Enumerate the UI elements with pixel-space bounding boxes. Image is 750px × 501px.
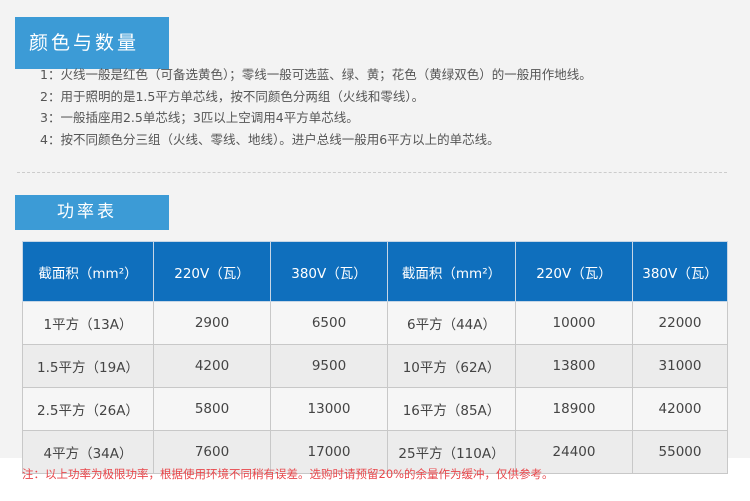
cell: 5800 — [153, 387, 271, 431]
cell: 31000 — [632, 344, 728, 388]
cell: 10平方（62A） — [387, 344, 516, 388]
cell: 2900 — [153, 301, 271, 345]
header-cell: 380V（瓦） — [270, 241, 388, 302]
cell: 1平方（13A） — [22, 301, 154, 345]
table-row: 2.5平方（26A） 5800 13000 16平方（85A） 18900 42000 — [22, 387, 728, 431]
divider — [17, 172, 727, 173]
footnote: 注：以上功率为极限功率，根据使用环境不同稍有误差。选购时请预留20%的余量作为缓… — [22, 467, 554, 481]
cell: 13000 — [270, 387, 388, 431]
cell: 55000 — [632, 430, 728, 474]
rule-line: 3：一般插座用2.5单芯线；3匹以上空调用4平方单芯线。 — [40, 110, 359, 125]
header-cell: 220V（瓦） — [515, 241, 633, 302]
power-table: 截面积（mm²） 220V（瓦） 380V（瓦） 截面积（mm²） 220V（瓦… — [22, 241, 728, 474]
header-cell: 截面积（mm²） — [22, 241, 154, 302]
table-row: 1平方（13A） 2900 6500 6平方（44A） 10000 22000 — [22, 301, 728, 345]
cell: 10000 — [515, 301, 633, 345]
cell: 24400 — [515, 430, 633, 474]
cell: 25平方（110A） — [387, 430, 516, 474]
section-title-power-table: 功率表 — [15, 195, 169, 230]
cell: 4200 — [153, 344, 271, 388]
cell: 4平方（34A） — [22, 430, 154, 474]
cell: 16平方（85A） — [387, 387, 516, 431]
cell: 18900 — [515, 387, 633, 431]
cell: 2.5平方（26A） — [22, 387, 154, 431]
cell: 6平方（44A） — [387, 301, 516, 345]
rule-line: 4：按不同颜色分三组（火线、零线、地线）。进户总线一般用6平方以上的单芯线。 — [40, 131, 500, 147]
header-cell: 380V（瓦） — [632, 241, 728, 302]
cell: 9500 — [270, 344, 388, 388]
section-title-color-quantity: 颜色与数量 — [15, 17, 169, 69]
rule-line: 2：用于照明的是1.5平方单芯线，按不同颜色分两组（火线和零线）。 — [40, 88, 425, 104]
cell: 1.5平方（19A） — [22, 344, 154, 388]
cell: 42000 — [632, 387, 728, 431]
header-cell: 220V（瓦） — [153, 241, 271, 302]
table-row: 4平方（34A） 7600 17000 25平方（110A） 24400 55000 — [22, 430, 728, 474]
cell: 6500 — [270, 301, 388, 345]
cell: 7600 — [153, 430, 271, 474]
rule-line: 1：火线一般是红色（可备选黄色）；零线一般可选蓝、绿、黄；花色（黄绿双色）的一般… — [40, 67, 592, 82]
table-header-row: 截面积（mm²） 220V（瓦） 380V（瓦） 截面积（mm²） 220V（瓦… — [22, 241, 728, 302]
color-rules-list: 1：火线一般是红色（可备选黄色）；零线一般可选蓝、绿、黄；花色（黄绿双色）的一般… — [40, 64, 592, 150]
table-row: 1.5平方（19A） 4200 9500 10平方（62A） 13800 31000 — [22, 344, 728, 388]
header-cell: 截面积（mm²） — [387, 241, 516, 302]
cell: 13800 — [515, 344, 633, 388]
cell: 22000 — [632, 301, 728, 345]
